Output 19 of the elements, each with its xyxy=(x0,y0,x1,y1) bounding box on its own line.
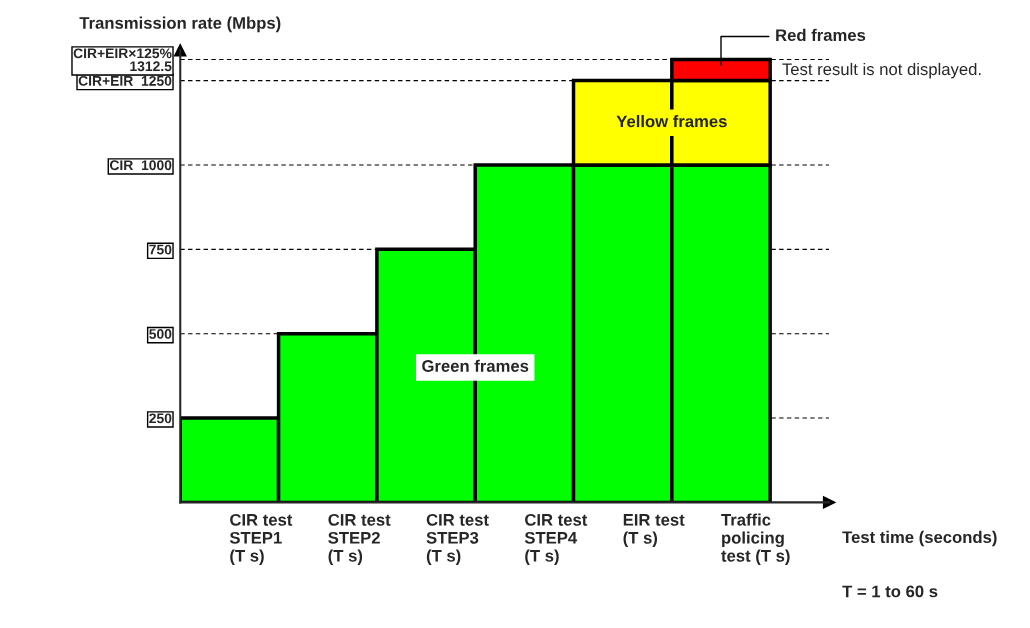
y-axis-title: Transmission rate (Mbps) xyxy=(79,16,281,33)
y-tick-label: 750 xyxy=(149,244,172,255)
text: T = 1 to 60 s xyxy=(842,585,938,598)
x-tick-label: Traffic policing test (T s) xyxy=(721,513,790,566)
series-label: Green frames xyxy=(422,359,529,372)
x-axis-title: Test time (seconds) xyxy=(842,530,997,547)
y-tick-label: 500 xyxy=(149,329,172,339)
y-tick-label: CIR 1000 xyxy=(109,160,172,171)
y-tick-label: 250 xyxy=(149,413,172,424)
x-tick-label: CIR test STEP2 (T s) xyxy=(328,513,391,565)
x-tick-label: EIR test (T s) xyxy=(623,514,685,547)
annotation: Test result is not displayed. xyxy=(782,62,981,79)
x-tick-label: CIR test STEP1 (T s) xyxy=(229,513,293,565)
y-tick-label: CIR+EIR×125% 1312.5 xyxy=(73,48,172,72)
y-tick-label: CIR+EIR 1250 xyxy=(78,75,172,86)
series-label: Yellow frames xyxy=(616,115,727,128)
x-tick-label: CIR test STEP3 (T s) xyxy=(426,513,489,565)
x-tick-label: CIR test STEP4 (T s) xyxy=(524,513,588,565)
series-label: Red frames xyxy=(776,28,866,42)
